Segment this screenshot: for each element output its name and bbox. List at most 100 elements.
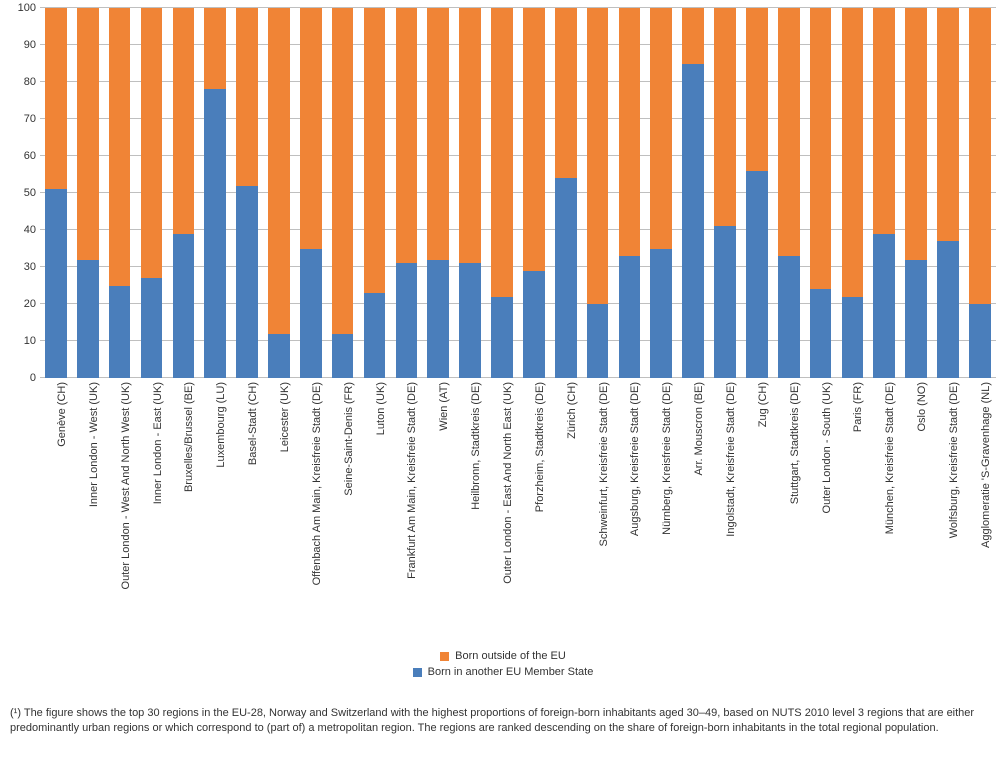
- x-label-slot: München, Kreisfreie Stadt (DE): [868, 382, 900, 662]
- bar-slot: [677, 8, 709, 378]
- x-label-slot: Inner London - West (UK): [72, 382, 104, 662]
- bar-segment-out: [459, 8, 481, 263]
- x-axis-label: Inner London - West (UK): [88, 382, 100, 507]
- bar-segment-eu: [300, 249, 322, 379]
- bar-segment-eu: [587, 304, 609, 378]
- x-label-slot: Oslo (NO): [900, 382, 932, 662]
- x-axis-label: Schweinfurt, Kreisfreie Stadt (DE): [598, 382, 610, 546]
- bar-slot: [613, 8, 645, 378]
- x-label-slot: Seine-Saint-Denis (FR): [327, 382, 359, 662]
- x-axis-label: Heilbronn, Stadtkreis (DE): [470, 382, 482, 510]
- x-label-slot: Outer London - East And North East (UK): [486, 382, 518, 662]
- bar-slot: [932, 8, 964, 378]
- bar: [778, 8, 800, 378]
- bar-segment-eu: [523, 271, 545, 378]
- bar-segment-eu: [268, 334, 290, 378]
- x-label-slot: Basel-Stadt (CH): [231, 382, 263, 662]
- bar: [650, 8, 672, 378]
- bar-slot: [964, 8, 996, 378]
- bar: [905, 8, 927, 378]
- bar-segment-eu: [364, 293, 386, 378]
- legend-item: Born outside of the EU: [0, 650, 1006, 662]
- bar-segment-eu: [810, 289, 832, 378]
- bar: [173, 8, 195, 378]
- bar-slot: [805, 8, 837, 378]
- x-label-slot: Agglomeratie 'S-Gravenhage (NL): [964, 382, 996, 662]
- x-axis-label: Ingolstadt, Kreisfreie Stadt (DE): [725, 382, 737, 537]
- y-tick-label: 70: [24, 113, 36, 125]
- bar-segment-eu: [905, 260, 927, 378]
- chart-container: 0102030405060708090100 Genève (CH)Inner …: [0, 0, 1006, 760]
- y-axis: 0102030405060708090100: [0, 8, 40, 378]
- bar-segment-out: [778, 8, 800, 256]
- bar-segment-out: [905, 8, 927, 260]
- x-label-slot: Paris (FR): [836, 382, 868, 662]
- bar-slot: [486, 8, 518, 378]
- y-tick-label: 40: [24, 224, 36, 236]
- bar-slot: [582, 8, 614, 378]
- legend-swatch: [440, 652, 449, 661]
- x-label-slot: Frankfurt Am Main, Kreisfreie Stadt (DE): [390, 382, 422, 662]
- x-axis-label: Offenbach Am Main, Kreisfreie Stadt (DE): [311, 382, 323, 585]
- y-tick-label: 80: [24, 76, 36, 88]
- bar-segment-eu: [427, 260, 449, 378]
- x-axis-label: Outer London - South (UK): [821, 382, 833, 513]
- bar-segment-eu: [141, 278, 163, 378]
- bar-segment-out: [109, 8, 131, 286]
- bar: [873, 8, 895, 378]
- bar: [523, 8, 545, 378]
- x-axis-label: Stuttgart, Stadtkreis (DE): [789, 382, 801, 504]
- bar-segment-out: [746, 8, 768, 171]
- x-axis-label: Leicester (UK): [279, 382, 291, 452]
- bar-segment-out: [300, 8, 322, 249]
- bar-slot: [231, 8, 263, 378]
- x-axis-label: Zürich (CH): [566, 382, 578, 439]
- bar: [77, 8, 99, 378]
- x-axis-label: Outer London - West And North West (UK): [120, 382, 132, 589]
- bar-segment-out: [682, 8, 704, 64]
- x-axis-label: Luton (UK): [375, 382, 387, 435]
- bar-segment-eu: [236, 186, 258, 378]
- x-axis-label: Luxembourg (LU): [215, 382, 227, 468]
- bar: [427, 8, 449, 378]
- x-label-slot: Luton (UK): [359, 382, 391, 662]
- bar-slot: [518, 8, 550, 378]
- bar-segment-eu: [619, 256, 641, 378]
- bar-segment-eu: [842, 297, 864, 378]
- x-label-slot: Pforzheim, Stadtkreis (DE): [518, 382, 550, 662]
- bar-segment-eu: [682, 64, 704, 379]
- x-label-slot: Inner London - East (UK): [136, 382, 168, 662]
- bar: [332, 8, 354, 378]
- bar-segment-out: [236, 8, 258, 186]
- y-tick-label: 90: [24, 39, 36, 51]
- bar-slot: [900, 8, 932, 378]
- bar-segment-out: [141, 8, 163, 278]
- bar-segment-out: [650, 8, 672, 249]
- x-axis-label: Augsburg, Kreisfreie Stadt (DE): [629, 382, 641, 536]
- legend: Born outside of the EU Born in another EU…: [0, 650, 1006, 682]
- legend-label: Born in another EU Member State: [428, 666, 594, 678]
- bar-segment-out: [77, 8, 99, 260]
- bar-segment-eu: [746, 171, 768, 378]
- bar-segment-out: [587, 8, 609, 304]
- x-axis-label: Oslo (NO): [916, 382, 928, 432]
- y-tick-label: 0: [30, 372, 36, 384]
- bar-segment-eu: [714, 226, 736, 378]
- y-tick-label: 30: [24, 261, 36, 273]
- bar-slot: [359, 8, 391, 378]
- x-label-slot: Stuttgart, Stadtkreis (DE): [773, 382, 805, 662]
- x-axis-labels: Genève (CH)Inner London - West (UK)Outer…: [40, 382, 996, 662]
- x-label-slot: Zürich (CH): [550, 382, 582, 662]
- bar-segment-out: [810, 8, 832, 289]
- bar-segment-eu: [778, 256, 800, 378]
- bar: [141, 8, 163, 378]
- bar-segment-out: [842, 8, 864, 297]
- bar: [555, 8, 577, 378]
- x-axis-label: Wien (AT): [438, 382, 450, 431]
- bar-segment-out: [969, 8, 991, 304]
- legend-label: Born outside of the EU: [455, 650, 566, 662]
- bar: [396, 8, 418, 378]
- x-label-slot: Bruxelles/Brussel (BE): [167, 382, 199, 662]
- bar: [587, 8, 609, 378]
- bar-slot: [40, 8, 72, 378]
